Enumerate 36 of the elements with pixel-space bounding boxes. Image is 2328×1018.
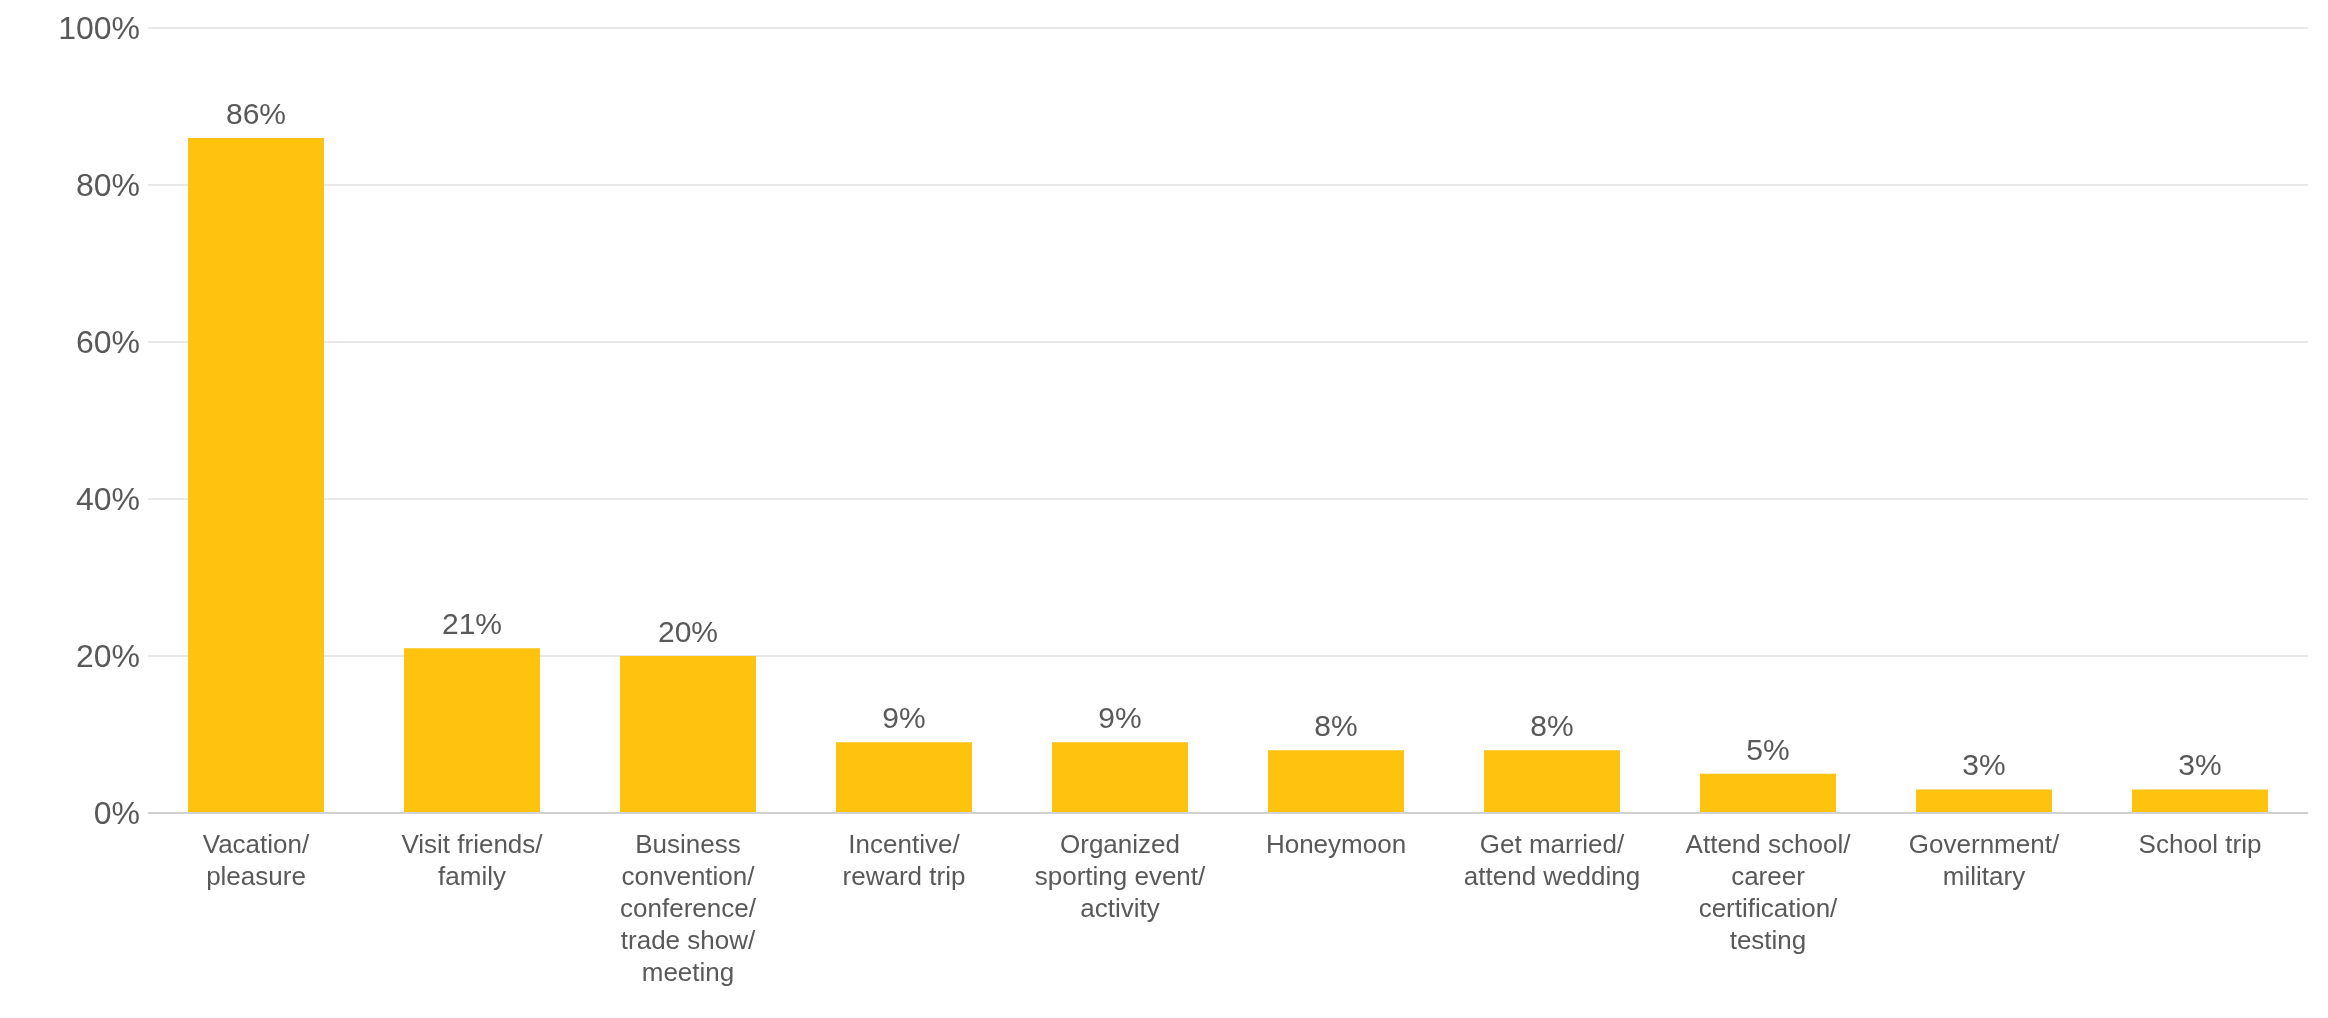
data-label: 86% <box>225 96 287 130</box>
x-tick-label: Visit friends/ family <box>401 829 544 891</box>
data-label: 8% <box>1530 709 1574 743</box>
x-tick-label: Honeymoon <box>1265 829 1407 859</box>
bar <box>836 742 972 813</box>
x-tick-label: School trip <box>2138 829 2262 859</box>
bar <box>2132 789 2268 813</box>
bar <box>1700 773 1836 813</box>
bar <box>1916 789 2052 813</box>
x-tick-label: Incentive/ reward trip <box>842 829 966 891</box>
data-label: 20% <box>657 615 719 648</box>
y-tick-label: 60% <box>75 324 140 361</box>
x-tick-label: Vacation/ pleasure <box>202 829 311 891</box>
bar <box>1484 750 1620 813</box>
x-tick-label: Attend school/ career certification/ testing <box>1685 829 1852 955</box>
data-label: 3% <box>2178 748 2222 782</box>
data-label: 9% <box>1098 701 1142 735</box>
y-tick-label: 0% <box>93 795 140 832</box>
x-tick-label: Business convention/ conference/ trade show/ meeting <box>620 829 757 987</box>
data-label: 8% <box>1314 709 1358 743</box>
bar <box>1052 742 1188 813</box>
data-label: 5% <box>1746 732 1790 766</box>
x-tick-label: Get married/ attend wedding <box>1463 829 1641 891</box>
data-label: 21% <box>441 607 503 641</box>
data-label: 9% <box>882 701 926 735</box>
y-tick-label: 80% <box>75 167 140 204</box>
bar <box>1268 750 1404 813</box>
bar <box>620 656 756 813</box>
bar <box>404 648 540 813</box>
bar <box>188 137 324 813</box>
y-tick-label: 20% <box>75 638 140 675</box>
y-tick-label: 100% <box>58 10 140 47</box>
y-tick-label: 40% <box>75 481 140 518</box>
data-label: 3% <box>1962 748 2006 782</box>
x-tick-label: Organized sporting event/ activity <box>1034 829 1207 923</box>
x-tick-label: Government/ military <box>1908 829 2060 891</box>
